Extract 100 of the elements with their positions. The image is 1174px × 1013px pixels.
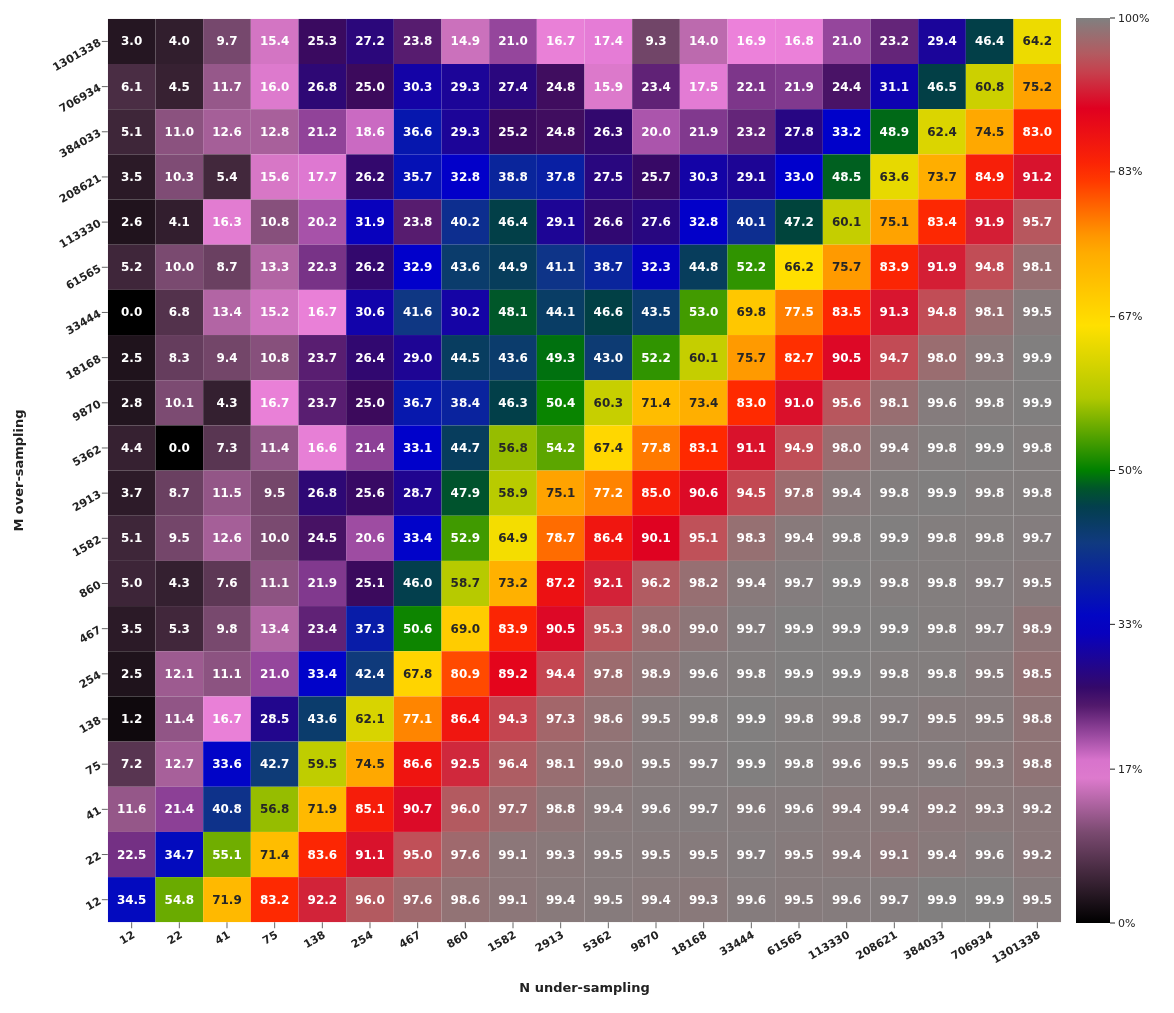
- data-label: 5.0: [121, 576, 143, 591]
- data-label: 98.0: [927, 350, 957, 365]
- data-label: 53.0: [688, 305, 719, 320]
- data-label: 24.8: [545, 79, 576, 94]
- data-label: 99.2: [927, 802, 957, 817]
- data-label: 2.5: [121, 666, 143, 681]
- data-label: 10.0: [164, 260, 195, 275]
- data-label: 99.9: [784, 666, 814, 681]
- data-label: 16.3: [212, 215, 242, 230]
- data-label: 82.7: [784, 350, 814, 365]
- data-label: 99.8: [879, 486, 910, 501]
- data-label: 41.1: [545, 260, 576, 275]
- y-axis-title: M over-sampling: [10, 409, 26, 532]
- color-bar-label: 83%: [1118, 165, 1143, 179]
- data-label: 90.5: [545, 621, 576, 636]
- data-label: 0.0: [121, 305, 143, 320]
- data-label: 99.8: [927, 576, 957, 591]
- data-label: 99.6: [831, 892, 862, 907]
- data-label: 99.9: [1022, 350, 1053, 365]
- data-label: 99.4: [545, 892, 576, 907]
- data-label: 90.1: [641, 531, 671, 546]
- data-label: 31.1: [879, 79, 910, 94]
- data-label: 90.7: [402, 802, 433, 817]
- data-label: 26.6: [593, 215, 624, 230]
- data-label: 50.6: [402, 621, 433, 636]
- data-label: 99.9: [879, 531, 910, 546]
- data-label: 94.5: [736, 486, 767, 501]
- data-label: 83.5: [831, 305, 862, 320]
- data-label: 27.8: [784, 124, 814, 139]
- data-label: 71.9: [307, 802, 338, 817]
- data-label: 11.4: [259, 440, 290, 455]
- data-label: 62.1: [355, 712, 385, 726]
- data-label: 99.6: [736, 802, 767, 817]
- y-tick-label: 254: [76, 668, 104, 692]
- data-label: 77.2: [593, 486, 624, 501]
- data-label: 42.7: [259, 757, 290, 772]
- data-label: 37.3: [355, 621, 385, 636]
- data-label: 99.6: [927, 757, 957, 772]
- data-label: 99.6: [736, 892, 767, 907]
- data-label: 94.8: [927, 305, 957, 320]
- data-label: 15.6: [259, 169, 290, 184]
- data-label: 96.0: [355, 892, 385, 907]
- data-label: 99.6: [784, 802, 814, 817]
- data-label: 58.7: [450, 576, 481, 591]
- data-label: 48.5: [831, 169, 862, 184]
- data-label: 21.2: [307, 124, 338, 139]
- y-tick-label: 860: [76, 578, 104, 601]
- data-label: 77.8: [641, 440, 671, 455]
- data-label: 92.2: [307, 892, 338, 907]
- data-label: 77.5: [784, 305, 814, 320]
- data-label: 3.5: [121, 169, 143, 184]
- data-label: 83.9: [498, 621, 528, 636]
- data-label: 46.3: [498, 395, 528, 410]
- data-label: 62.4: [927, 124, 957, 139]
- x-tick-label: 860: [444, 928, 472, 952]
- data-label: 99.1: [879, 847, 910, 862]
- data-label: 5.1: [121, 531, 143, 546]
- data-label: 16.0: [259, 79, 290, 94]
- data-label: 87.2: [545, 576, 576, 591]
- data-label: 24.5: [307, 531, 338, 546]
- data-label: 30.3: [402, 79, 433, 94]
- data-label: 7.2: [121, 757, 143, 772]
- data-label: 23.8: [402, 34, 433, 49]
- data-label: 15.2: [259, 305, 290, 320]
- data-label: 91.2: [1022, 169, 1053, 184]
- data-label: 26.8: [307, 79, 338, 94]
- data-label: 0.0: [168, 440, 190, 455]
- data-label: 99.3: [974, 350, 1005, 365]
- data-label: 12.1: [164, 666, 195, 681]
- data-label: 4.1: [168, 215, 190, 230]
- data-label: 99.9: [927, 486, 957, 501]
- data-label: 58.9: [498, 486, 528, 501]
- data-label: 49.3: [545, 350, 576, 365]
- data-label: 99.7: [736, 847, 767, 862]
- data-label: 84.9: [974, 169, 1005, 184]
- data-label: 16.9: [736, 34, 767, 49]
- data-label: 99.8: [974, 531, 1005, 546]
- data-label: 99.8: [831, 712, 862, 726]
- data-label: 41.6: [402, 305, 433, 320]
- data-label: 4.4: [121, 440, 143, 455]
- data-label: 2.8: [121, 395, 143, 410]
- data-label: 99.2: [1022, 802, 1053, 817]
- data-label: 99.4: [927, 847, 957, 862]
- data-label: 83.1: [688, 440, 719, 455]
- data-label: 23.4: [307, 621, 338, 636]
- data-label: 33.2: [831, 124, 862, 139]
- data-label: 10.8: [259, 215, 290, 230]
- data-label: 9.8: [216, 621, 238, 636]
- data-label: 99.8: [974, 486, 1005, 501]
- data-label: 24.8: [545, 124, 576, 139]
- data-label: 91.1: [736, 440, 767, 455]
- data-label: 99.6: [641, 802, 671, 817]
- data-label: 2.6: [121, 215, 143, 230]
- data-label: 4.0: [168, 34, 190, 49]
- data-label: 9.7: [216, 34, 238, 49]
- data-label: 27.5: [593, 169, 624, 184]
- y-tick-label: 41: [83, 804, 104, 823]
- data-label: 37.8: [545, 169, 576, 184]
- data-label: 73.7: [927, 169, 957, 184]
- data-label: 96.0: [450, 802, 481, 817]
